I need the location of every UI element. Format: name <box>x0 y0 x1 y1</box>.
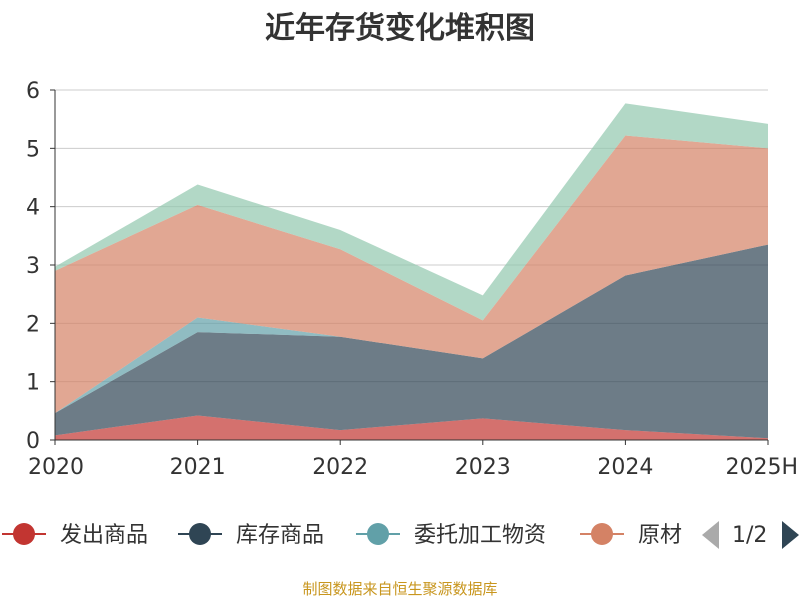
source-note: 制图数据来自恒生聚源数据库 <box>302 580 497 598</box>
legend-page-indicator: 1/2 <box>732 523 767 548</box>
y-tick-label: 5 <box>26 137 40 162</box>
legend-item-1[interactable]: 发出商品 <box>2 523 148 548</box>
area-series-1 <box>55 415 768 440</box>
legend-label-3: 委托加工物资 <box>414 523 546 548</box>
chart-title: 近年存货变化堆积图 <box>265 11 535 46</box>
x-tick-label: 2021 <box>170 455 226 480</box>
legend-next-arrow-icon[interactable] <box>782 521 799 549</box>
legend: 发出商品 库存商品 委托加工物资 原材 1/2 <box>2 521 799 549</box>
area-series-5 <box>55 103 768 321</box>
y-tick-label: 1 <box>26 371 40 396</box>
x-tick-label: 2020 <box>28 455 84 480</box>
legend-label-4: 原材 <box>638 523 682 548</box>
legend-item-3[interactable]: 委托加工物资 <box>356 523 546 548</box>
legend-item-2[interactable]: 库存商品 <box>178 523 324 548</box>
y-tick-label: 4 <box>26 196 40 221</box>
y-tick-label: 0 <box>26 429 40 454</box>
x-tick-labels: 2020 2021 2022 2023 2024 2025H <box>28 455 798 480</box>
x-tick-label: 2022 <box>312 455 368 480</box>
area-series-2 <box>55 244 768 439</box>
area-series-4 <box>55 135 768 414</box>
area-series-3 <box>55 244 768 414</box>
series-areas <box>55 103 768 440</box>
x-tick-label: 2023 <box>455 455 511 480</box>
x-tick-label: 2024 <box>597 455 653 480</box>
y-tick-label: 2 <box>26 312 40 337</box>
axes <box>50 89 769 445</box>
legend-prev-arrow-icon[interactable] <box>702 521 719 549</box>
y-tick-label: 3 <box>26 254 40 279</box>
x-tick-label: 2025H <box>725 455 798 480</box>
y-tick-labels: 0 1 2 3 4 5 6 <box>26 79 40 454</box>
legend-label-1: 发出商品 <box>60 523 148 548</box>
y-tick-label: 6 <box>26 79 40 104</box>
legend-item-4[interactable]: 原材 <box>580 523 682 548</box>
legend-label-2: 库存商品 <box>236 523 324 548</box>
